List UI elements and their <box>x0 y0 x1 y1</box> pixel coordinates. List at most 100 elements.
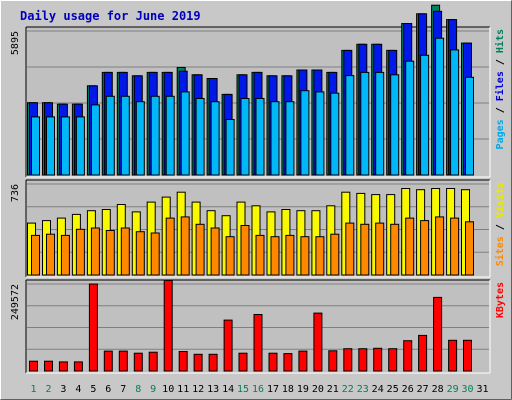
bar-pages-17 <box>270 101 280 176</box>
bar-kbytes-14 <box>223 319 233 372</box>
bar-sites-29 <box>450 217 460 276</box>
y-tick-label: 249572 <box>10 284 21 320</box>
legend-entry: Sites <box>494 236 506 266</box>
bar-pages-4 <box>75 116 85 176</box>
bar-sites-2 <box>46 233 55 276</box>
x-tick-label: 25 <box>387 384 399 395</box>
bar-kbytes-22 <box>343 348 353 372</box>
bar-kbytes-20 <box>313 312 323 372</box>
x-tick-label: 24 <box>372 384 384 395</box>
bar-kbytes-10 <box>163 279 173 372</box>
x-tick-label: 7 <box>120 384 126 395</box>
x-tick-label: 18 <box>282 384 294 395</box>
bar-kbytes-16 <box>253 314 263 372</box>
bar-sites-4 <box>75 228 85 276</box>
bar-kbytes-6 <box>103 350 113 372</box>
bar-pages-28 <box>435 37 445 176</box>
bar-sites-15 <box>240 225 250 276</box>
bar-sites-25 <box>390 223 400 276</box>
chart-title: Daily usage for June 2019 <box>20 9 201 23</box>
bar-pages-6 <box>105 95 115 176</box>
bar-kbytes-8 <box>133 352 143 372</box>
bar-kbytes-18 <box>283 353 293 372</box>
x-tick-label: 28 <box>432 384 444 395</box>
bar-pages-23 <box>360 71 370 176</box>
bar-sites-20 <box>315 236 325 276</box>
x-tick-label: 16 <box>252 384 264 395</box>
bar-kbytes-27 <box>418 334 428 372</box>
bar-kbytes-29 <box>448 339 458 372</box>
x-tick-label: 19 <box>297 384 309 395</box>
bar-kbytes-2 <box>44 360 53 372</box>
legend-entry: / <box>495 101 506 119</box>
x-tick-label: 1 <box>30 384 36 395</box>
legend-entry: Hits <box>494 29 506 53</box>
bar-sites-30 <box>465 221 474 276</box>
bar-kbytes-28 <box>433 296 443 372</box>
bar-pages-8 <box>135 101 145 176</box>
bar-kbytes-24 <box>373 347 383 372</box>
bar-sites-9 <box>150 232 160 276</box>
bar-kbytes-3 <box>58 361 68 372</box>
bar-sites-16 <box>255 234 265 276</box>
bar-sites-11 <box>180 216 190 276</box>
bar-kbytes-9 <box>148 351 158 372</box>
bar-pages-3 <box>60 116 70 176</box>
bar-pages-9 <box>150 95 160 176</box>
y-tick-label: 5895 <box>10 31 21 55</box>
bar-kbytes-25 <box>388 348 398 372</box>
x-tick-label: 9 <box>150 384 156 395</box>
bar-sites-17 <box>270 236 280 276</box>
bar-kbytes-11 <box>178 351 188 372</box>
legend-entry: / <box>495 53 506 71</box>
bar-sites-14 <box>225 236 235 276</box>
bar-pages-7 <box>120 95 130 176</box>
bar-sites-6 <box>105 230 115 276</box>
bar-sites-19 <box>300 236 310 276</box>
x-tick-label: 3 <box>60 384 66 395</box>
bar-sites-22 <box>345 222 355 276</box>
bar-sites-5 <box>90 227 100 276</box>
x-tick-label: 23 <box>357 384 369 395</box>
panel-hits-files-pages: 5895 Pages / Files / Hits <box>10 4 506 178</box>
bar-sites-24 <box>375 222 385 276</box>
panel-legend: KBytes <box>495 282 506 318</box>
bar-sites-23 <box>360 223 370 276</box>
bar-pages-11 <box>180 91 190 176</box>
bar-sites-7 <box>120 227 130 276</box>
bar-pages-1 <box>31 116 40 176</box>
bar-sites-8 <box>135 231 145 276</box>
bar-kbytes-1 <box>29 360 38 372</box>
x-tick-label: 11 <box>177 384 189 395</box>
bar-sites-18 <box>285 234 295 276</box>
bar-sites-13 <box>210 227 220 276</box>
bar-pages-2 <box>46 116 55 176</box>
panel-legend: Sites / Visits <box>494 182 506 266</box>
x-tick-label: 17 <box>267 384 279 395</box>
x-tick-label: 4 <box>75 384 81 395</box>
legend-entry: / <box>495 218 506 236</box>
bar-sites-28 <box>435 216 445 276</box>
bar-kbytes-30 <box>463 339 472 372</box>
bar-sites-27 <box>420 220 430 276</box>
x-tick-label: 14 <box>222 384 234 395</box>
bar-pages-22 <box>345 75 355 176</box>
x-tick-label: 10 <box>162 384 174 395</box>
x-tick-label: 13 <box>207 384 219 395</box>
bar-kbytes-4 <box>73 361 83 372</box>
x-tick-label: 30 <box>461 384 473 395</box>
legend-entry: Files <box>494 71 506 101</box>
bar-kbytes-5 <box>88 283 98 372</box>
bar-kbytes-26 <box>403 340 413 372</box>
bar-kbytes-17 <box>268 352 278 372</box>
legend-entry: Visits <box>494 182 506 218</box>
x-tick-label: 29 <box>447 384 459 395</box>
bar-kbytes-19 <box>298 350 308 372</box>
bar-kbytes-15 <box>238 352 248 372</box>
x-tick-label: 8 <box>135 384 141 395</box>
x-tick-label: 2 <box>45 384 51 395</box>
x-tick-label: 31 <box>476 384 488 395</box>
bar-pages-20 <box>315 91 325 176</box>
x-tick-label: 6 <box>105 384 111 395</box>
